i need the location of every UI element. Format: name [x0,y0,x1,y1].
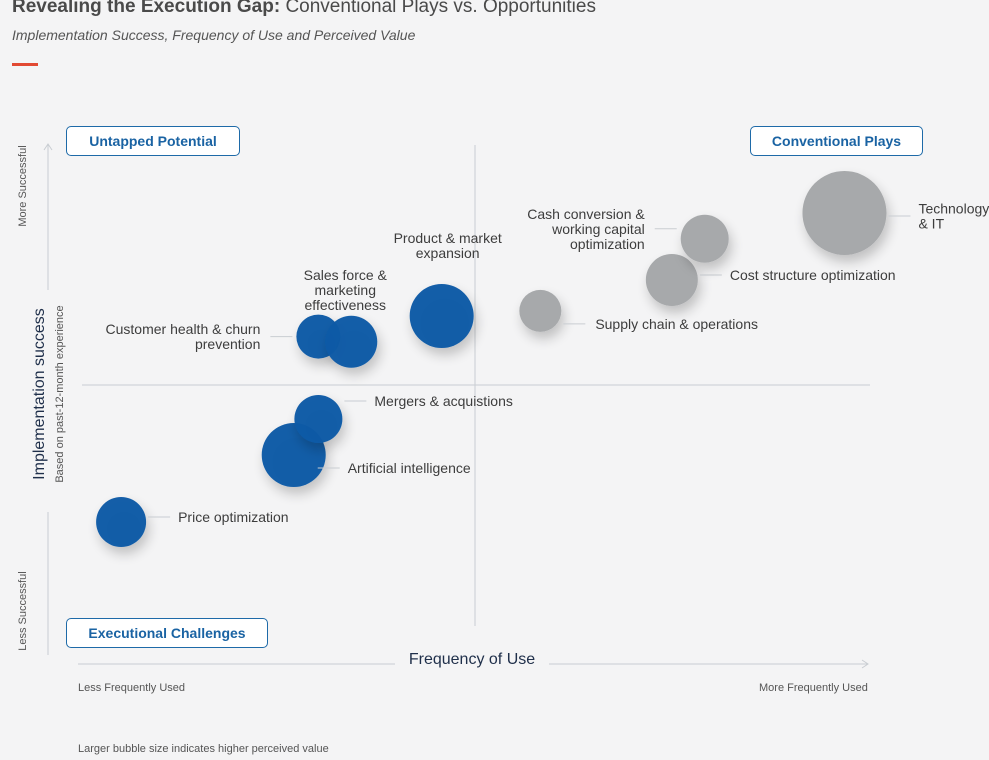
y-axis-subtitle: Based on past-12-month experience [54,305,66,483]
bubble-label-customer-health-churn-prevention: Customer health & churn prevention [106,321,261,352]
title-bold: Revealing the Execution Gap: [12,0,281,17]
bubble-label-cash-conversion-working-capital-optimization: Cash conversion & working capital optimiza… [527,206,645,252]
bubble-mergers-acquistions [294,395,343,443]
bubble-label-cost-structure-optimization: Cost structure optimization [730,267,896,283]
bubble-label-product-market-expansion: Product & market expansion [394,230,502,261]
chart-title: Revealing the Execution Gap: Conventiona… [12,0,596,18]
bubble-label-sales-force-marketing-effectiveness: Sales force & marketing effectiveness [304,267,388,313]
accent-bar [12,63,38,66]
quadrant-label-conventional-plays: Conventional Plays [750,126,923,156]
quadrant-label-untapped-potential: Untapped Potential [66,126,240,156]
bubble-label-mergers-acquistions: Mergers & acquistions [374,393,513,409]
x-axis-title: Frequency of Use [0,651,944,669]
chart-subtitle: Implementation Success, Frequency of Use… [12,27,416,43]
bubble-technology-it [802,171,887,255]
y-axis-high-label: More Successful [17,145,29,227]
bubble-cost-structure-optimization [645,253,698,306]
bubble-label-artificial-intelligence: Artificial intelligence [348,460,471,476]
y-axis-low-label: Less Successful [17,571,29,651]
title-rest: Conventional Plays vs. Opportunities [280,0,596,17]
bubble-sales-force-marketing-effectiveness [325,315,378,368]
bubble-cash-conversion-working-capital-optimization [680,214,729,263]
footnote: Larger bubble size indicates higher perc… [78,743,329,755]
bubble-supply-chain-operations [519,289,562,332]
x-axis-low-label: Less Frequently Used [78,682,185,694]
y-axis-arrow-icon [43,143,53,151]
x-axis-title-text: Frequency of Use [394,651,550,668]
bubble-product-market-expansion [409,284,474,348]
bubble-price-optimization [96,497,147,547]
bubble-label-technology-it: Technology & IT [918,201,989,232]
bubble-label-price-optimization: Price optimization [178,509,289,525]
quadrant-label-executional-challenges: Executional Challenges [66,618,268,648]
bubble-label-supply-chain-operations: Supply chain & operations [595,316,758,332]
x-axis-arrow-icon [861,659,869,669]
x-axis-high-label: More Frequently Used [759,682,868,694]
y-axis-title: Implementation success [31,308,48,480]
